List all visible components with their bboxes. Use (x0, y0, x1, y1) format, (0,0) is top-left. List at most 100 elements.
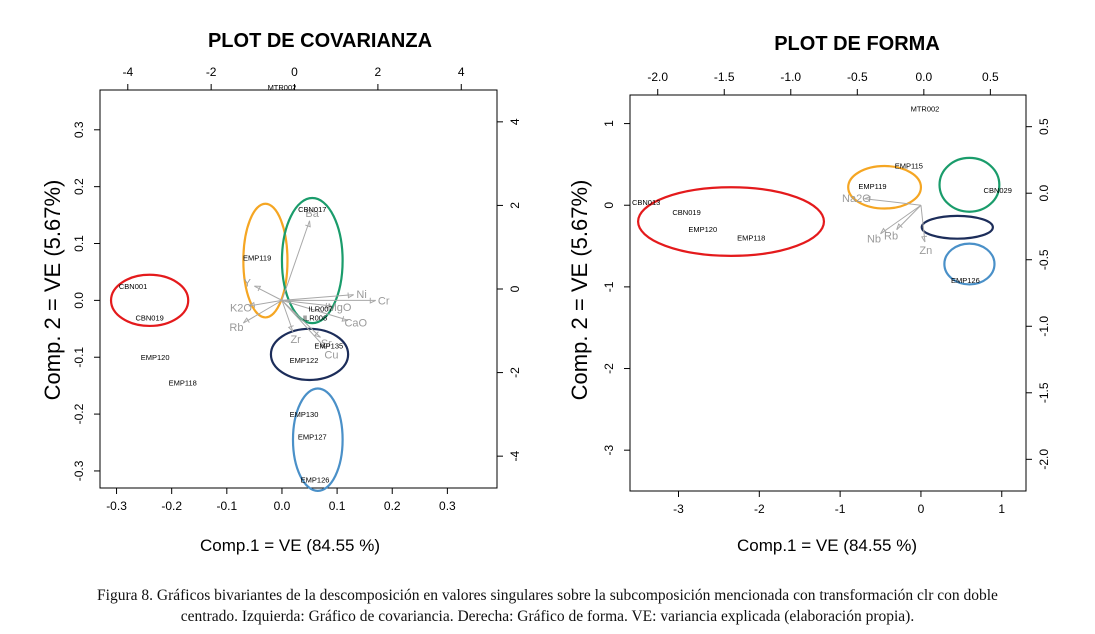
y-tick-label: 0.1 (72, 235, 86, 252)
x-tick-label: -0.1 (216, 499, 237, 513)
vector-arrowhead (896, 223, 903, 230)
observation-label: EMP118 (737, 233, 765, 242)
observation-label: EMP135 (314, 342, 343, 351)
observation-label: EMP120 (141, 353, 170, 362)
observation-label: EMP130 (290, 410, 319, 419)
loading-vector (243, 299, 283, 324)
y-tick-label: -0.3 (72, 460, 86, 481)
observation-label: CBN017 (298, 205, 326, 214)
group-ellipse (847, 164, 923, 210)
vector-arrowhead (313, 331, 321, 338)
right-tick-label: -0.5 (1037, 249, 1051, 270)
top-tick-label: 2 (375, 65, 382, 79)
y-axis-label: Comp. 2 = VE (5.67%) (40, 180, 65, 401)
right-tick-label: 0.5 (1037, 118, 1051, 135)
x-tick-label: 0 (918, 502, 925, 516)
right-tick-label: 2 (508, 202, 522, 209)
right-tick-label: -2 (508, 367, 522, 378)
top-tick-label: 0.0 (915, 70, 932, 84)
vector-label: Zr (290, 334, 301, 346)
observation-label: MTR002 (268, 83, 297, 92)
chart-title: PLOT DE FORMA (774, 33, 940, 55)
x-tick-label: -0.3 (106, 499, 127, 513)
observation-label: EMP126 (301, 475, 330, 484)
top-tick-label: 0.5 (982, 70, 999, 84)
top-tick-label: 4 (458, 65, 465, 79)
top-tick-label: -0.5 (847, 70, 868, 84)
loading-vector (254, 285, 283, 301)
group-ellipse (109, 273, 190, 328)
x-tick-label: 0.1 (329, 499, 346, 513)
observation-label: ILR007 (308, 305, 332, 314)
group-ellipse (938, 156, 1001, 213)
top-tick-label: -1.5 (714, 70, 735, 84)
y-tick-label: -0.1 (72, 347, 86, 368)
y-tick-label: -2 (602, 363, 616, 374)
shape-biplot: PLOT DE FORMA -3 -2 -1 0 1 -3 -2 -1 0 1 -2.0 -1.5 -1… (567, 33, 1051, 555)
y-tick-label: 0.0 (72, 292, 86, 309)
observation-label: EMP115 (895, 161, 923, 170)
top-tick-label: -4 (122, 65, 133, 79)
x-tick-label: 1 (998, 502, 1005, 516)
top-tick-label: -2 (206, 65, 217, 79)
x-tick-label: 0.2 (384, 499, 401, 513)
loading-vector (281, 299, 332, 307)
loading-vector (281, 299, 349, 321)
vector-label: Y (244, 277, 252, 289)
x-tick-label: 0.3 (439, 499, 456, 513)
observation-label: CBN019 (672, 208, 700, 217)
top-tick-label: -2.0 (647, 70, 668, 84)
vector-arrowhead (341, 316, 349, 322)
x-tick-label: 0.0 (274, 499, 291, 513)
vector-arrowhead (305, 220, 311, 228)
observation-label: EMP119 (858, 182, 886, 191)
plot-frame (99, 89, 498, 489)
group-ellipse (291, 387, 344, 492)
observation-label: MTR002 (911, 104, 940, 113)
loading-vector (281, 220, 311, 301)
vector-arrowhead (864, 196, 871, 202)
right-tick-label: 0 (508, 285, 522, 292)
x-tick-label: -0.2 (161, 499, 182, 513)
observation-label: CBN029 (984, 186, 1012, 195)
x-tick-label: -1 (835, 502, 846, 516)
y-tick-label: 0 (602, 202, 616, 209)
vector-label: Cr (378, 295, 390, 307)
observation-label: EMP119 (243, 254, 271, 263)
y-tick-label: 0.3 (72, 121, 86, 138)
vector-label: Cu (324, 350, 338, 362)
right-tick-label: -4 (508, 450, 522, 461)
vector-arrowhead (242, 317, 250, 324)
group-ellipse (280, 196, 344, 325)
vector-arrowhead (319, 342, 327, 350)
vector-arrowhead (880, 227, 887, 235)
y-tick-label: -0.2 (72, 403, 86, 424)
y-tick-label: -1 (602, 281, 616, 292)
top-tick-label: -1.0 (780, 70, 801, 84)
observation-label: ILR008 (303, 313, 327, 322)
group-ellipse (242, 202, 289, 319)
vector-arrowhead (248, 301, 256, 308)
vector-label: MgO (328, 302, 352, 314)
loading-vector (281, 300, 327, 350)
y-tick-label: -3 (602, 445, 616, 456)
observation-label: CBN001 (119, 282, 147, 291)
x-axis-label: Comp.1 = VE (84.55 %) (737, 536, 917, 555)
vector-label: Zn (919, 245, 932, 257)
loading-vector (864, 198, 921, 206)
caption-line-2: centrado. Izquierda: Gráfico de covarian… (180, 608, 915, 625)
x-axis-label: Comp.1 = VE (84.55 %) (200, 536, 380, 555)
vector-label: Ni (356, 289, 366, 301)
covariance-biplot: PLOT DE COVARIANZA -0.3 -0.2 -0.1 0.0 0.1 0.2… (40, 30, 522, 555)
observation-label: EMP118 (169, 379, 197, 388)
y-axis-label: Comp. 2 = VE (5.67%) (567, 180, 592, 401)
observation-label: EMP127 (298, 433, 327, 442)
y-tick-label: 1 (602, 120, 616, 127)
vector-arrowhead (287, 325, 294, 332)
vector-arrowhead (254, 285, 262, 292)
observation-label: EMP126 (951, 276, 980, 285)
x-tick-label: -3 (673, 502, 684, 516)
right-tick-label: -2.0 (1037, 449, 1051, 470)
x-tick-label: -2 (754, 502, 765, 516)
vector-arrowhead (347, 292, 354, 299)
